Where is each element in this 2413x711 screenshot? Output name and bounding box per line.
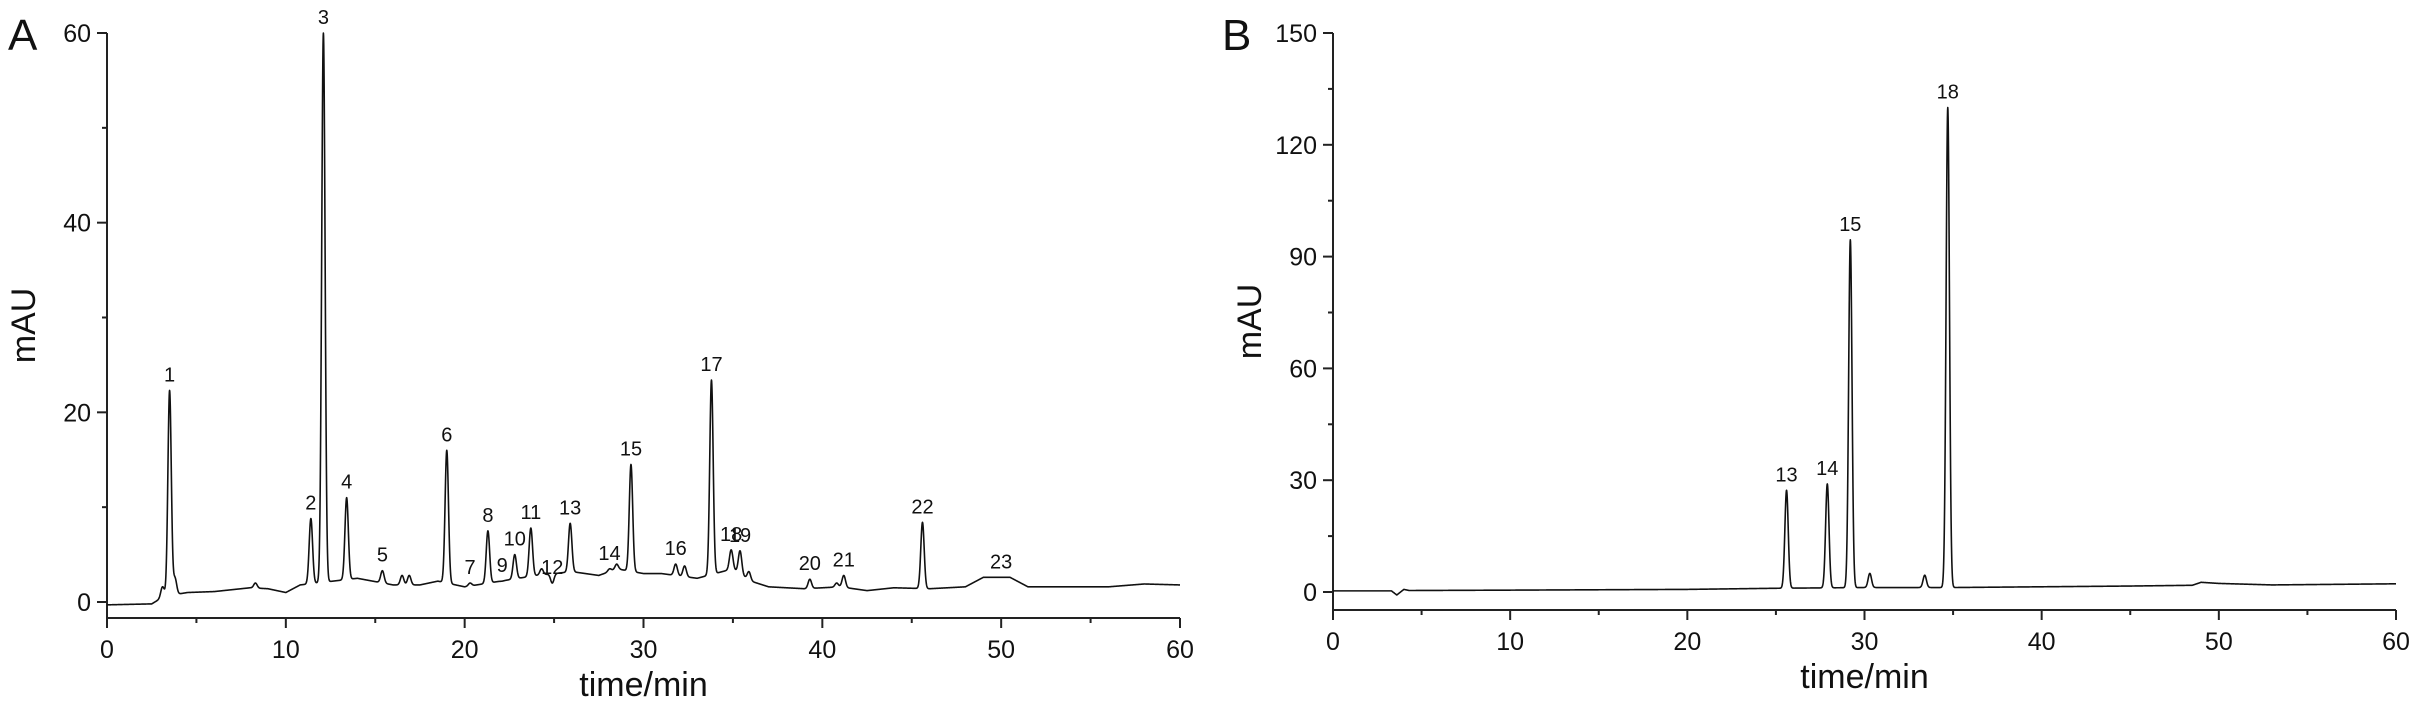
peak-label: 9: [497, 555, 508, 577]
peak-label: 23: [990, 551, 1012, 573]
peak-label: 10: [504, 529, 526, 551]
chart-panel-b: 0 10 20 30 40 50 60 0 30 60 90 120 150 time/min mAU 13 1…: [1231, 20, 2410, 696]
peak-label: 21: [833, 549, 855, 571]
peak-label: 15: [620, 438, 642, 460]
y-tick-label: 90: [1289, 244, 1317, 272]
y-axis-title: mAU: [5, 288, 43, 364]
peak-label: 22: [911, 496, 933, 518]
x-tick-label: 60: [2382, 628, 2410, 656]
x-tick-label: 50: [987, 636, 1015, 664]
peak-label: 14: [1816, 458, 1838, 480]
peak-label: 4: [341, 472, 352, 494]
peak-label: 18: [720, 524, 742, 546]
peak-label: 19: [729, 525, 751, 547]
peak-label: 5: [377, 545, 388, 567]
y-tick-label: 40: [63, 210, 91, 238]
peak-label: 16: [665, 538, 687, 560]
peak-label: 13: [1775, 464, 1797, 486]
y-tick-label: 60: [63, 20, 91, 48]
x-tick-label: 20: [451, 636, 479, 664]
x-tick-label: 30: [630, 636, 658, 664]
x-tick-label: 60: [1166, 636, 1194, 664]
peak-label: 14: [598, 543, 620, 565]
x-tick-label: 0: [1326, 628, 1340, 656]
x-tick-label: 0: [100, 636, 114, 664]
y-tick-label: 0: [77, 589, 91, 617]
peak-label: 15: [1839, 214, 1861, 236]
peak-label: 18: [1937, 82, 1959, 104]
peak-label: 20: [799, 553, 821, 575]
peak-label: 11: [520, 502, 541, 524]
y-tick-label: 120: [1275, 132, 1317, 160]
x-tick-label: 20: [1673, 628, 1701, 656]
chart-panel-a: 0 10 20 30 40 50 600204060time/minmAU123456789…: [5, 7, 1194, 704]
y-tick-label: 30: [1289, 467, 1317, 495]
panel-letter-b: B: [1222, 11, 1251, 60]
peak-label: 7: [464, 557, 475, 579]
y-tick-label: 150: [1275, 20, 1317, 48]
chromatogram-trace: [1332, 106, 2397, 596]
peak-label: 8: [482, 505, 493, 527]
x-axis-title: time/min: [579, 666, 707, 704]
peak-label: 3: [318, 7, 329, 29]
x-tick-label: 40: [2028, 628, 2056, 656]
peak-label: 17: [700, 354, 722, 376]
peak-label: 2: [305, 493, 316, 515]
x-tick-label: 30: [1851, 628, 1879, 656]
x-tick-label: 10: [1496, 628, 1524, 656]
peak-label: 1: [164, 365, 175, 387]
peak-label: 12: [541, 557, 563, 579]
panel-letter-a: A: [8, 11, 38, 60]
x-axis-title: time/min: [1800, 658, 1928, 696]
peak-label: 13: [559, 497, 581, 519]
chromatogram-trace: [106, 32, 1181, 606]
y-tick-label: 60: [1289, 355, 1317, 383]
peak-label: 6: [441, 424, 452, 446]
y-tick-label: 20: [63, 399, 91, 427]
y-axis-title: mAU: [1231, 284, 1269, 360]
x-tick-label: 50: [2205, 628, 2233, 656]
x-tick-label: 40: [808, 636, 836, 664]
y-tick-label: 0: [1303, 579, 1317, 607]
x-tick-label: 10: [272, 636, 300, 664]
